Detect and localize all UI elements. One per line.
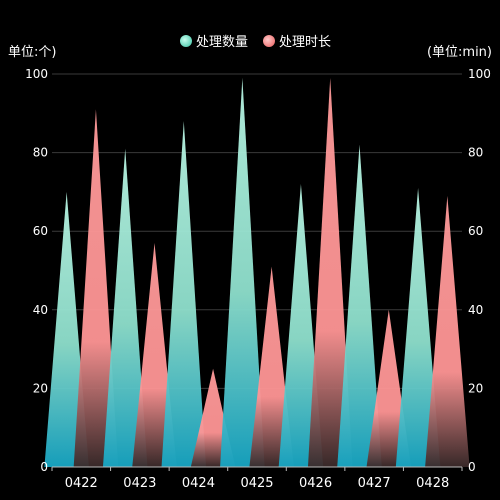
y-tick-label-right: 0 [468,460,476,474]
legend-item-series-2[interactable]: 处理时长 [263,35,331,50]
y-tick-label-left: 80 [33,146,48,160]
axes: 0 0 20 20 40 40 60 60 80 80 100 100 0422 0423 0424 0425… [25,67,491,491]
y-tick-label-left: 20 [33,381,48,395]
y-tick-label-right: 100 [468,67,491,81]
y-tick-label-left: 100 [25,67,48,81]
y-tick-label-right: 60 [468,224,483,238]
y-tick-label-right: 40 [468,303,483,317]
legend-swatch-series-1 [180,35,192,47]
y-tick-label-right: 80 [468,146,483,160]
legend-swatch-series-2 [263,35,275,47]
bar-series-2[interactable] [73,109,119,468]
legend[interactable]: 处理数量 处理时长 [180,35,331,50]
bars [44,77,470,468]
x-tick-label: 0424 [182,476,215,491]
y-tick-label-left: 40 [33,303,48,317]
x-tick-label: 0426 [299,476,332,491]
legend-label-series-2: 处理时长 [279,35,331,50]
y-axis-label-left: 单位:个) [8,45,56,60]
bar-series-2[interactable] [425,195,470,467]
x-tick-label: 0428 [416,476,449,491]
bar-series-2[interactable] [307,77,353,468]
x-tick-label: 0425 [240,476,273,491]
x-tick-label: 0423 [123,476,156,491]
bar-series-1[interactable] [161,121,207,467]
y-tick-label-left: 0 [40,460,48,474]
legend-label-series-1: 处理数量 [196,35,248,50]
y-axis-label-right: (单位:min) [427,45,492,60]
y-tick-label-right: 20 [468,381,483,395]
bar-series-1[interactable] [102,148,148,468]
y-tick-label-left: 60 [33,224,48,238]
bar-series-1[interactable] [220,77,265,468]
bar-series-1[interactable] [337,144,382,468]
x-tick-label: 0427 [358,476,391,491]
bar-series-1[interactable] [395,187,441,467]
legend-item-series-1[interactable]: 处理数量 [180,35,248,50]
x-tick-label: 0422 [65,476,98,491]
bar-series-1[interactable] [44,191,89,467]
